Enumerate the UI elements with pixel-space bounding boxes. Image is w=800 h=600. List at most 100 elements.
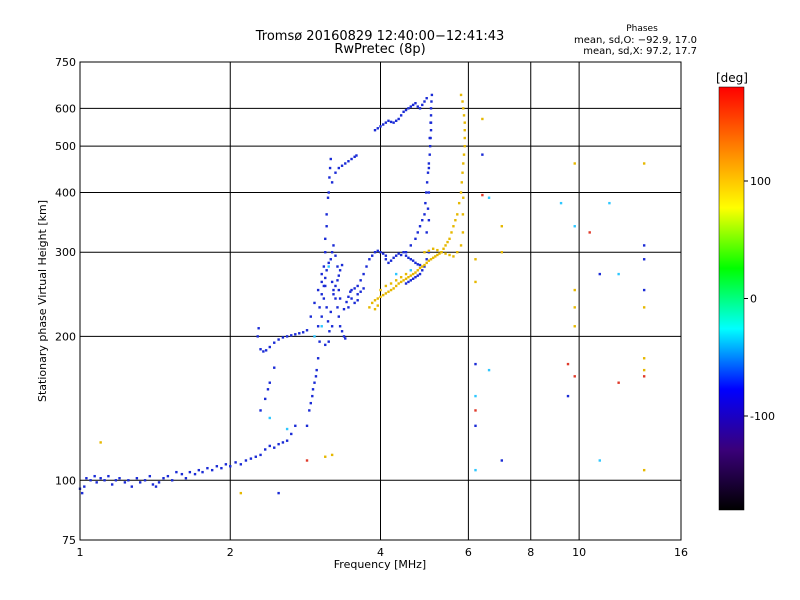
data-point bbox=[305, 329, 309, 332]
data-point bbox=[318, 306, 321, 309]
data-point bbox=[345, 300, 348, 304]
data-point bbox=[462, 107, 465, 110]
data-point bbox=[423, 263, 426, 267]
data-point bbox=[429, 258, 433, 261]
data-point bbox=[337, 166, 341, 170]
data-point bbox=[89, 479, 92, 482]
data-point bbox=[425, 258, 428, 261]
data-point bbox=[266, 388, 270, 391]
data-point bbox=[461, 100, 464, 103]
data-point bbox=[427, 166, 431, 170]
data-point bbox=[425, 261, 428, 265]
data-point bbox=[334, 171, 337, 174]
data-point bbox=[387, 290, 390, 293]
data-point bbox=[362, 272, 365, 276]
data-point bbox=[379, 288, 382, 292]
data-point bbox=[99, 441, 102, 444]
data-point bbox=[148, 474, 152, 478]
data-point bbox=[329, 157, 332, 161]
data-point bbox=[411, 272, 415, 276]
data-point bbox=[305, 424, 309, 428]
data-point bbox=[416, 231, 419, 234]
data-point bbox=[414, 261, 417, 265]
data-point bbox=[324, 276, 327, 280]
data-point bbox=[399, 253, 403, 257]
data-point bbox=[428, 144, 432, 148]
data-point bbox=[322, 297, 326, 300]
data-point bbox=[429, 128, 433, 132]
data-point bbox=[376, 127, 379, 130]
colorbar-tick-label: 100 bbox=[750, 175, 771, 188]
data-point bbox=[325, 225, 328, 228]
data-point bbox=[573, 162, 576, 165]
data-point bbox=[416, 263, 419, 266]
data-point bbox=[481, 153, 484, 156]
data-point bbox=[559, 201, 563, 205]
data-point bbox=[298, 332, 301, 335]
data-point bbox=[462, 162, 465, 165]
data-point bbox=[425, 181, 429, 184]
data-point bbox=[642, 288, 646, 292]
data-point bbox=[463, 144, 466, 148]
data-point bbox=[392, 256, 395, 260]
data-point bbox=[481, 117, 484, 121]
data-point bbox=[277, 338, 280, 341]
data-point bbox=[474, 258, 477, 261]
data-point bbox=[426, 207, 430, 210]
data-point bbox=[83, 485, 86, 488]
data-point bbox=[430, 93, 434, 97]
data-point bbox=[337, 274, 341, 277]
data-point bbox=[197, 468, 201, 472]
data-point bbox=[268, 444, 271, 448]
data-point bbox=[463, 121, 466, 124]
data-point bbox=[334, 284, 337, 288]
data-point bbox=[234, 461, 237, 464]
data-point bbox=[259, 348, 262, 351]
data-point bbox=[430, 100, 433, 103]
data-point bbox=[429, 114, 433, 117]
data-point bbox=[330, 251, 334, 254]
data-point bbox=[315, 368, 318, 372]
phase-stats-x: mean, sd,X: 97.2, 17.7 bbox=[583, 46, 697, 57]
data-point bbox=[328, 166, 332, 170]
data-point bbox=[229, 465, 232, 468]
data-point bbox=[259, 409, 262, 412]
data-point bbox=[353, 301, 356, 305]
data-point bbox=[573, 288, 576, 292]
data-point bbox=[421, 269, 424, 272]
data-point bbox=[95, 481, 98, 484]
data-point bbox=[418, 225, 422, 228]
data-point bbox=[414, 271, 417, 274]
x-tick-label: 10 bbox=[572, 546, 586, 559]
x-tick-label: 16 bbox=[674, 546, 688, 559]
data-point bbox=[500, 225, 504, 228]
data-point bbox=[474, 362, 477, 366]
data-point bbox=[324, 343, 327, 347]
data-point bbox=[500, 251, 504, 254]
data-point bbox=[427, 251, 431, 254]
data-point bbox=[264, 349, 268, 352]
x-tick-label: 6 bbox=[465, 546, 472, 559]
data-point bbox=[80, 491, 84, 495]
data-point bbox=[381, 293, 385, 297]
data-point bbox=[421, 219, 424, 222]
data-point bbox=[325, 306, 328, 309]
data-point bbox=[264, 448, 267, 451]
data-point bbox=[311, 394, 314, 398]
data-point bbox=[320, 315, 323, 318]
data-point bbox=[320, 272, 323, 276]
data-point bbox=[193, 472, 197, 476]
data-point bbox=[336, 306, 339, 309]
data-point bbox=[220, 466, 223, 470]
data-point bbox=[394, 279, 398, 282]
data-point bbox=[254, 455, 257, 458]
chart-title: Tromsø 20160829 12:40:00−12:41:43 bbox=[255, 29, 505, 44]
data-point bbox=[210, 468, 214, 472]
data-point bbox=[642, 357, 646, 360]
data-point bbox=[450, 231, 453, 234]
data-point bbox=[347, 295, 350, 299]
data-point bbox=[249, 457, 253, 460]
data-point bbox=[573, 306, 576, 309]
data-point bbox=[642, 375, 646, 378]
